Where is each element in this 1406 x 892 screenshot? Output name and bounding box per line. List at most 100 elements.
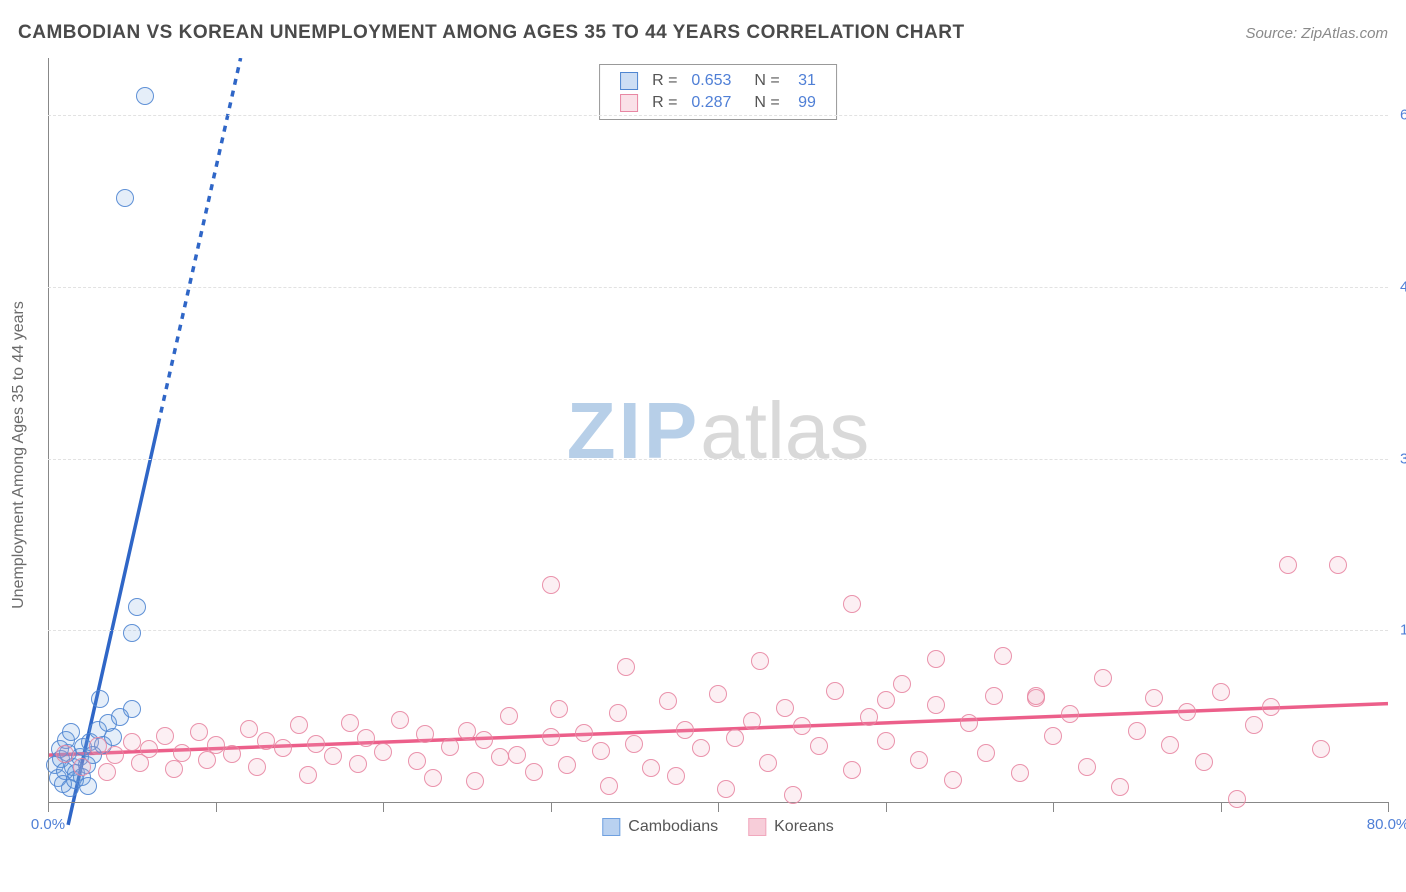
data-point (79, 777, 97, 795)
data-point (123, 624, 141, 642)
y-tick-label: 45.0% (1390, 278, 1406, 295)
data-point (575, 724, 593, 742)
data-point (123, 700, 141, 718)
data-point (985, 687, 1003, 705)
legend-swatch (620, 72, 638, 90)
x-tick (48, 802, 49, 812)
y-tick-label: 60.0% (1390, 107, 1406, 124)
data-point (1212, 683, 1230, 701)
data-point (1161, 736, 1179, 754)
data-point (73, 758, 91, 776)
data-point (357, 729, 375, 747)
data-point (274, 739, 292, 757)
y-axis (48, 58, 49, 802)
y-tick-label: 30.0% (1390, 450, 1406, 467)
legend-label: Cambodians (628, 818, 718, 836)
data-point (843, 595, 861, 613)
data-point (726, 729, 744, 747)
x-tick-label: 80.0% (1367, 816, 1406, 833)
data-point (123, 733, 141, 751)
data-point (910, 751, 928, 769)
data-point (500, 707, 518, 725)
data-point (416, 725, 434, 743)
data-point (877, 732, 895, 750)
data-point (458, 722, 476, 740)
data-point (1094, 669, 1112, 687)
y-axis-label: Unemployment Among Ages 35 to 44 years (10, 301, 28, 609)
data-point (525, 763, 543, 781)
data-point (600, 777, 618, 795)
data-point (592, 742, 610, 760)
data-point (550, 700, 568, 718)
data-point (207, 736, 225, 754)
legend-row: R =0.653 N = 31 (614, 71, 822, 91)
data-point (558, 756, 576, 774)
data-point (290, 716, 308, 734)
data-point (826, 682, 844, 700)
data-point (667, 767, 685, 785)
data-point (776, 699, 794, 717)
legend-stat-label: R = (646, 93, 683, 113)
data-point (391, 711, 409, 729)
legend-swatch (620, 94, 638, 112)
legend-item: Koreans (748, 818, 834, 836)
data-point (542, 576, 560, 594)
data-point (1262, 698, 1280, 716)
x-tick (718, 802, 719, 812)
data-point (751, 652, 769, 670)
legend-stat-label: N = (739, 71, 785, 91)
data-point (810, 737, 828, 755)
data-point (843, 761, 861, 779)
scatter-plot: ZIPatlas R =0.653 N = 31R =0.287 N = 99 … (48, 58, 1388, 836)
data-point (877, 691, 895, 709)
data-point (977, 744, 995, 762)
data-point (1078, 758, 1096, 776)
data-point (128, 598, 146, 616)
data-point (759, 754, 777, 772)
data-point (1061, 705, 1079, 723)
data-point (1228, 790, 1246, 808)
gridline-h (48, 459, 1388, 460)
data-point (324, 747, 342, 765)
chart-title: CAMBODIAN VS KOREAN UNEMPLOYMENT AMONG A… (18, 22, 965, 44)
legend-label: Koreans (774, 818, 834, 836)
data-point (424, 769, 442, 787)
data-point (1329, 556, 1347, 574)
data-point (1195, 753, 1213, 771)
data-point (408, 752, 426, 770)
data-point (475, 731, 493, 749)
data-point (1145, 689, 1163, 707)
x-tick (216, 802, 217, 812)
source-attribution: Source: ZipAtlas.com (1245, 25, 1388, 42)
legend-item: Cambodians (602, 818, 718, 836)
gridline-h (48, 287, 1388, 288)
data-point (1044, 727, 1062, 745)
x-tick (1053, 802, 1054, 812)
data-point (784, 786, 802, 804)
legend-stat-label: R = (646, 71, 683, 91)
data-point (542, 728, 560, 746)
legend-n-value: 99 (788, 93, 822, 113)
gridline-h (48, 115, 1388, 116)
data-point (240, 720, 258, 738)
trend-line (158, 58, 240, 424)
x-tick (886, 802, 887, 812)
gridline-h (48, 630, 1388, 631)
data-point (944, 771, 962, 789)
data-point (994, 647, 1012, 665)
data-point (190, 723, 208, 741)
data-point (299, 766, 317, 784)
legend-stat-label: N = (739, 93, 785, 113)
data-point (659, 692, 677, 710)
data-point (1011, 764, 1029, 782)
data-point (116, 189, 134, 207)
data-point (136, 87, 154, 105)
x-tick (1388, 802, 1389, 812)
data-point (927, 696, 945, 714)
data-point (717, 780, 735, 798)
data-point (508, 746, 526, 764)
data-point (1111, 778, 1129, 796)
x-tick (383, 802, 384, 812)
data-point (709, 685, 727, 703)
data-point (617, 658, 635, 676)
